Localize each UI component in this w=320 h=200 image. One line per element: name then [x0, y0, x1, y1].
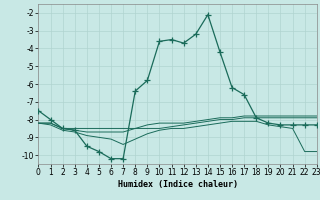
X-axis label: Humidex (Indice chaleur): Humidex (Indice chaleur): [118, 180, 238, 189]
